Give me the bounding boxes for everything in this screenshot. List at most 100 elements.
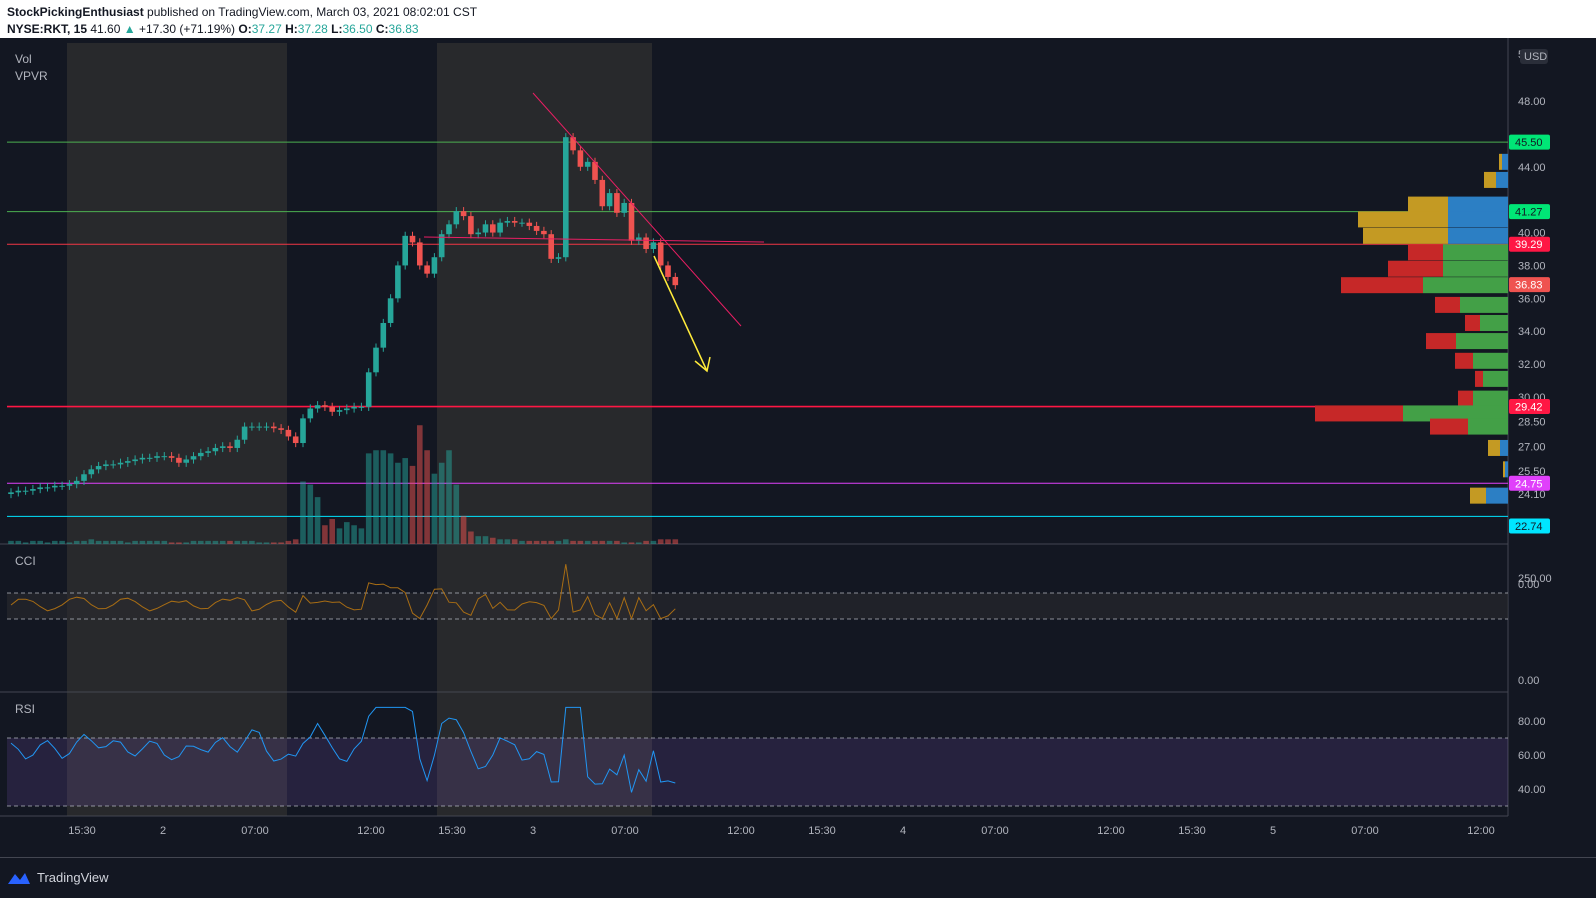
vpvr-bar-amber	[1488, 439, 1500, 456]
candle-body	[365, 372, 372, 407]
volume-bar	[344, 522, 350, 544]
volume-bar	[59, 540, 65, 544]
volume-bar	[73, 540, 80, 544]
price-tag: 36.83	[1515, 280, 1543, 292]
candle-body	[300, 418, 306, 444]
volume-bar	[8, 540, 14, 544]
volume-bar	[314, 497, 321, 544]
candle-body	[227, 446, 233, 448]
volume-bar	[570, 540, 576, 544]
candle-body	[482, 224, 489, 233]
candle-body	[183, 459, 189, 463]
cci-band	[7, 593, 1508, 619]
volume-bar	[183, 542, 189, 544]
price-tick: 48.00	[1518, 96, 1546, 108]
vpvr-bar-amber	[1435, 296, 1460, 313]
volume-bar	[577, 540, 584, 544]
candle-body	[614, 193, 620, 213]
high-value: 37.28	[297, 22, 328, 36]
volume-bar	[380, 450, 387, 544]
candle-body	[636, 237, 642, 241]
time-tick: 15:30	[438, 825, 466, 837]
candle-body	[387, 298, 394, 323]
vpvr-bar-green	[1473, 352, 1508, 369]
volume-bar	[198, 540, 204, 544]
price-tag: 45.50	[1515, 137, 1543, 149]
drawing-tools[interactable]	[423, 92, 765, 373]
candle-body	[234, 439, 241, 448]
candle-body	[490, 224, 496, 233]
volume-bar	[402, 458, 408, 544]
candle-body	[307, 408, 314, 419]
candle-body	[431, 257, 438, 274]
vpvr-bar-amber	[1465, 314, 1480, 331]
candle-body	[424, 265, 430, 274]
candle-body	[475, 232, 481, 235]
volume-bar	[81, 540, 87, 544]
candle-body	[125, 461, 131, 463]
cci-tick: 0.00	[1518, 579, 1539, 591]
volume-bar	[322, 525, 328, 544]
publisher-name[interactable]: StockPickingEnthusiast	[7, 5, 144, 19]
volume-bar	[15, 540, 22, 544]
candle-body	[154, 456, 160, 458]
volume-bar	[519, 540, 525, 544]
volume-bar	[219, 540, 226, 544]
candle-body	[643, 237, 649, 249]
symbol-label[interactable]: NYSE:RKT, 15	[7, 22, 88, 36]
candle-body	[30, 489, 36, 491]
volume-bar	[278, 542, 284, 544]
volume-bar	[329, 519, 335, 544]
cci-line	[10, 564, 676, 621]
vpvr-bar-green	[1473, 390, 1508, 407]
vpvr-bar-green	[1403, 405, 1508, 422]
volume-bar	[417, 425, 423, 544]
candle-body	[329, 406, 335, 412]
candle-body	[132, 459, 138, 462]
candle-body	[139, 457, 146, 460]
candle-body	[198, 452, 204, 457]
volume-bar	[424, 450, 430, 544]
candle-body	[402, 235, 408, 266]
candle-body	[161, 456, 168, 458]
high-label: H:	[285, 22, 298, 36]
volume-bar	[358, 528, 365, 544]
candle-body	[504, 221, 511, 223]
time-tick: 5	[1270, 825, 1276, 837]
time-tick: 15:30	[808, 825, 836, 837]
volume-profile	[1315, 153, 1508, 504]
tradingview-brand[interactable]: TradingView	[7, 870, 109, 885]
price-tag-bg	[1509, 475, 1550, 491]
candle-body	[468, 216, 474, 235]
candle-body	[417, 242, 423, 266]
open-value: 37.27	[251, 22, 282, 36]
rsi-tick: 60.00	[1518, 750, 1546, 762]
candle-body	[271, 426, 277, 429]
volume-bar	[110, 540, 116, 544]
vpvr-bar-green	[1423, 277, 1508, 294]
projection-arrow	[653, 255, 708, 372]
price-tag-bg	[1509, 134, 1550, 150]
price-tag: 39.29	[1515, 239, 1543, 251]
candle-body	[344, 408, 350, 411]
candle-body	[555, 257, 562, 259]
candle-body	[570, 137, 576, 151]
candle-body	[541, 230, 547, 235]
vpvr-bar-amber	[1315, 405, 1403, 422]
volume-bar	[132, 540, 138, 544]
horizontal-levels[interactable]	[7, 141, 1508, 517]
cci-panel-label: CCI	[15, 554, 36, 568]
volume-bar	[176, 542, 182, 544]
time-tick: 07:00	[981, 825, 1009, 837]
volume-bar	[103, 540, 109, 544]
candle-body	[15, 490, 22, 493]
descending-trendline	[532, 92, 742, 327]
volume-bar	[117, 540, 124, 544]
footer: TradingView	[0, 857, 1596, 898]
candle-body	[563, 137, 569, 258]
volume-bar	[614, 540, 620, 544]
low-label: L:	[331, 22, 343, 36]
candle-body	[460, 211, 467, 217]
volume-bar	[599, 540, 606, 544]
chart-area[interactable]: 48.0044.0040.0038.0036.0034.0032.0030.00…	[0, 38, 1596, 857]
